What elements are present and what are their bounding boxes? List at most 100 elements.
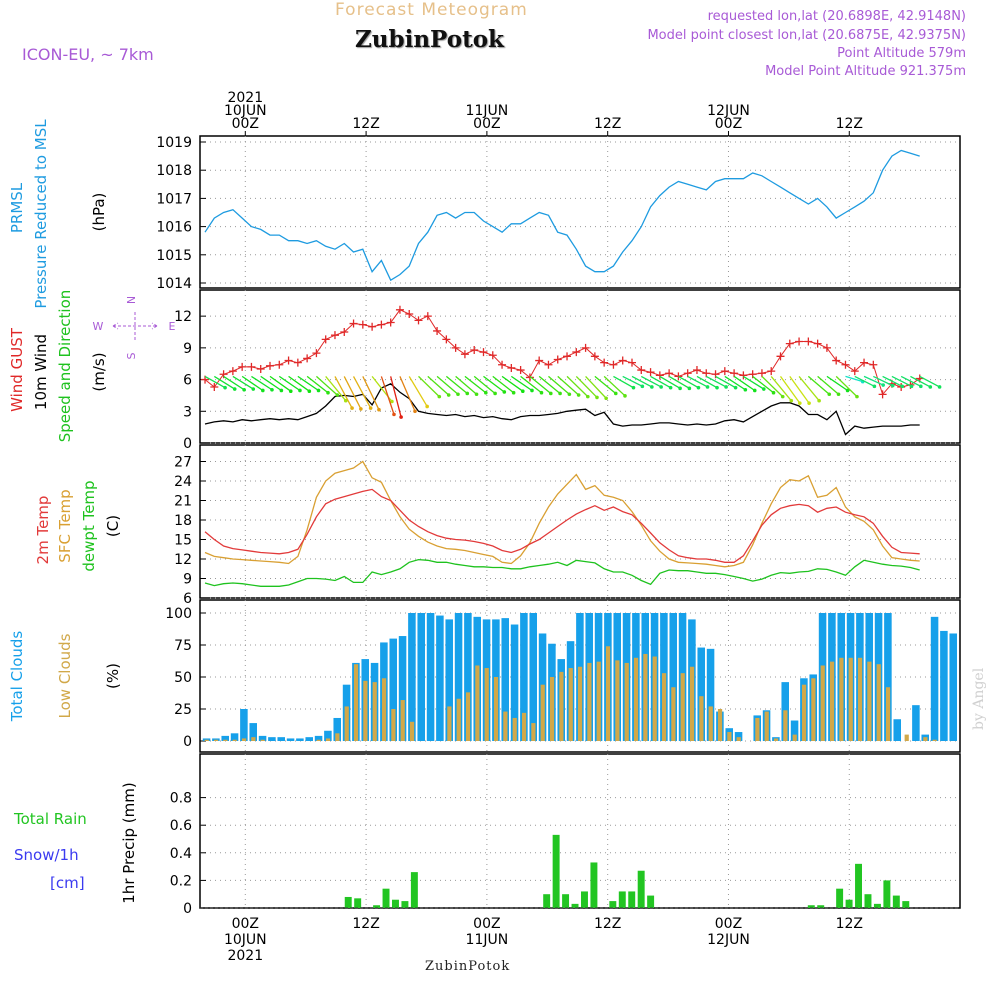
wind-arrow-head	[279, 388, 284, 393]
rain-bar	[628, 891, 636, 908]
wind-arrow	[529, 375, 552, 394]
gust-marker	[563, 352, 572, 361]
rain-bar	[543, 894, 551, 908]
wind-arrow-head	[558, 391, 562, 396]
gust-marker	[349, 319, 358, 328]
low-cloud-bar	[848, 657, 853, 741]
y-tick-label: 9	[183, 341, 192, 357]
rain-bar	[647, 895, 655, 908]
rain-bar	[590, 862, 598, 908]
wind-arrow	[278, 375, 301, 392]
wind-arrow	[585, 375, 607, 399]
gust-marker	[479, 348, 488, 357]
gust-marker	[228, 367, 237, 376]
total-cloud-bar	[296, 738, 304, 741]
low-cloud-bar	[568, 668, 573, 741]
wind-arrow	[288, 375, 310, 392]
wind-arrow-head	[678, 386, 682, 391]
gust-marker	[813, 339, 822, 348]
wind-arrow	[297, 375, 319, 392]
rain-bar	[817, 905, 825, 908]
wind-arrow-head	[437, 394, 442, 399]
gust-marker	[488, 351, 497, 360]
top-time-label: 00Z	[715, 116, 742, 132]
wind-arrow-head	[425, 404, 429, 409]
y-tick-label: 0	[183, 436, 192, 452]
wind-arrow	[269, 375, 292, 392]
low-cloud-bar	[811, 678, 816, 741]
top-time-label: 10JUN	[224, 103, 267, 119]
low-cloud-bar	[867, 661, 872, 741]
total-cloud-bar	[734, 732, 743, 741]
wind-arrow	[492, 375, 515, 394]
y-tick-label: 1016	[156, 220, 192, 236]
compass-north: N	[125, 296, 138, 304]
gust-marker	[804, 337, 813, 346]
gust-marker	[395, 305, 404, 314]
product-title: Forecast Meteogram	[335, 0, 528, 20]
low-cloud-bar	[661, 673, 667, 741]
gust-marker	[609, 360, 618, 369]
low-cloud-bar	[689, 666, 695, 741]
wind-arrow	[715, 375, 736, 389]
low-cloud-bar	[559, 671, 564, 741]
low-cloud-bar	[363, 680, 368, 741]
y-tick-label: 50	[174, 670, 192, 686]
gust-marker	[525, 373, 534, 382]
bottom-time-label: 2021	[227, 948, 263, 964]
wind-arrow-head	[232, 387, 237, 391]
low-cloud-bar	[727, 732, 732, 741]
gust-marker	[878, 390, 887, 399]
wind-arrow-head	[586, 394, 590, 399]
wind-arrow-head	[855, 394, 859, 399]
precip-unit-label: 1hr Precip (mm)	[120, 782, 138, 903]
total-cloud-bar	[221, 735, 229, 741]
wind-arrow	[659, 375, 681, 389]
wind-arrow	[408, 376, 428, 407]
wind-arrow	[566, 375, 589, 398]
low-cloud-bar	[736, 737, 741, 741]
wind-arrow-head	[733, 385, 738, 390]
top-time-label: 12Z	[836, 116, 863, 132]
rain-bar	[892, 895, 900, 908]
gust-marker	[674, 372, 683, 381]
total-cloud-bar	[436, 615, 444, 741]
wind-arrow-head	[392, 412, 396, 417]
gust-line	[204, 309, 920, 396]
rain-bar	[807, 905, 815, 908]
total-cloud-bar	[249, 723, 257, 741]
wind-arrow-head	[890, 383, 895, 388]
wind-arrow	[455, 375, 477, 395]
rain-bar	[873, 903, 881, 908]
y-tick-label: 100	[165, 606, 192, 622]
wind-arrow	[315, 375, 338, 396]
gust-marker	[303, 354, 312, 363]
low-cloud-bar	[904, 734, 909, 741]
low-cloud-bar	[381, 678, 387, 741]
total-cloud-bar	[417, 613, 425, 741]
rain-bar	[354, 898, 362, 908]
low-cloud-bar	[857, 657, 863, 741]
temp-unit-label: (C)	[104, 515, 122, 537]
wind-arrow-head	[631, 385, 636, 390]
pressure-panel: 1014 1015 1016 1017 1018 1019	[156, 135, 961, 292]
rain-bar	[562, 894, 570, 908]
wind-arrow	[668, 375, 690, 389]
gust-marker	[730, 369, 739, 378]
gust-marker	[739, 371, 748, 380]
wind-arrow	[863, 375, 884, 386]
wind-arrow	[622, 375, 643, 387]
snow-unit-label: [cm]	[50, 874, 85, 892]
wind-arrow-head	[771, 390, 776, 395]
gust-marker	[692, 366, 701, 375]
total-cloud-bar	[520, 613, 528, 741]
low-cloud-bar	[521, 712, 527, 741]
compass-west: W	[93, 320, 104, 333]
bottom-time-label: 12Z	[836, 916, 863, 932]
low-cloud-bar	[643, 653, 648, 741]
low-cloud-bar	[587, 662, 592, 741]
total-cloud-bar	[884, 613, 892, 741]
rain-bar	[637, 870, 645, 908]
wind-arrow-head	[650, 385, 654, 389]
